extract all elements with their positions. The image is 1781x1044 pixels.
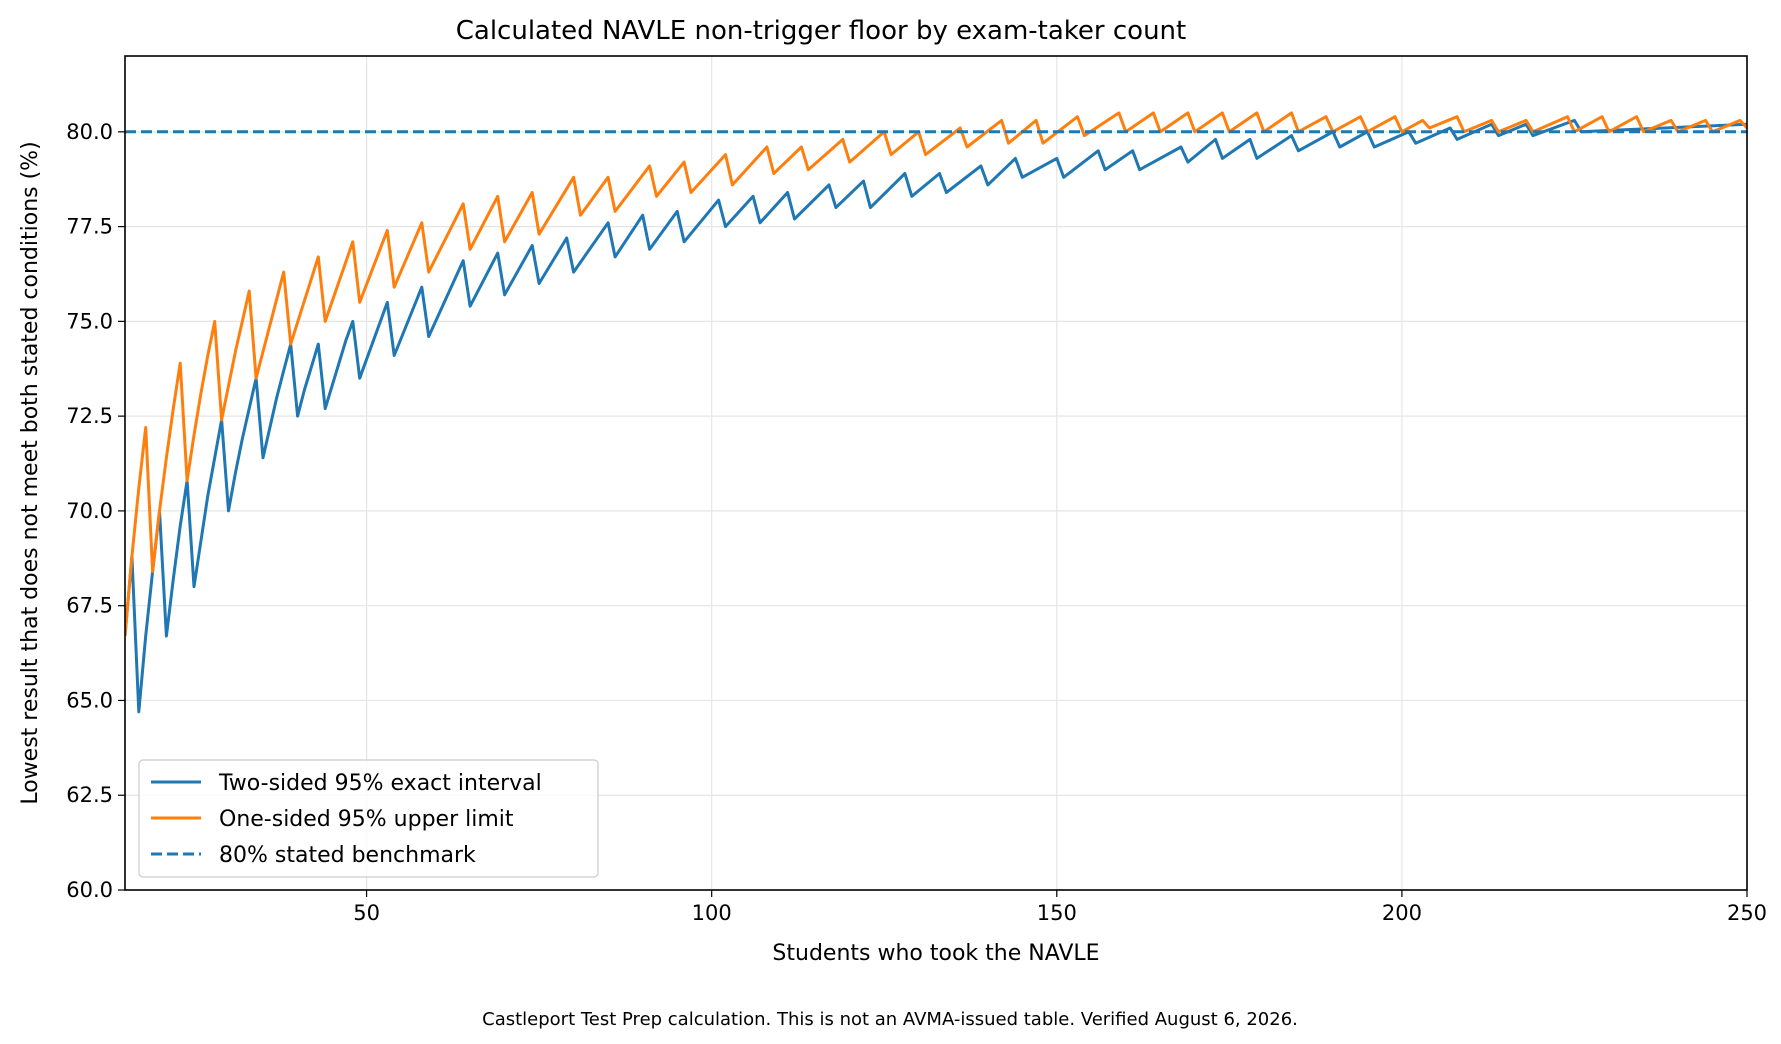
y-tick-label: 65.0 [66, 688, 113, 712]
y-tick-label: 70.0 [66, 499, 113, 523]
y-tick-label: 80.0 [66, 120, 113, 144]
legend-label-80-stated-benchmark: 80% stated benchmark [219, 843, 476, 868]
legend-label-two-sided-95-exact-interval: Two-sided 95% exact interval [218, 771, 542, 796]
y-tick-label: 67.5 [66, 594, 113, 618]
x-tick-label: 150 [1037, 901, 1077, 925]
plot-frame [124, 55, 1748, 891]
y-tick-label: 72.5 [66, 404, 113, 428]
y-tick-label: 60.0 [66, 878, 113, 902]
x-tick-label: 250 [1727, 901, 1767, 925]
series-line-one-sided-95-upper-limit [125, 111, 1747, 637]
chart-title: Calculated NAVLE non-trigger floor by ex… [456, 16, 1186, 46]
legend-box [138, 759, 599, 878]
legend: Two-sided 95% exact interval One-sided 95… [138, 759, 599, 878]
footnote: Castleport Test Prep calculation. This i… [482, 1009, 1298, 1030]
series-line-two-sided-95-exact-interval [125, 118, 1747, 714]
axes: 50 100 150 200 250 60.0 62.5 65.0 67.5 70.0 72.5 75… [66, 120, 1767, 925]
series-layer [125, 111, 1747, 714]
legend-label-one-sided-95-upper-limit: One-sided 95% upper limit [219, 807, 514, 832]
x-tick-label: 100 [692, 901, 732, 925]
x-axis-label: Students who took the NAVLE [772, 941, 1099, 966]
x-tick-label: 50 [353, 901, 380, 925]
y-axis-label: Lowest result that does not meet both st… [18, 141, 43, 804]
y-tick-label: 77.5 [66, 215, 113, 239]
y-tick-label: 62.5 [66, 783, 113, 807]
y-tick-label: 75.0 [66, 309, 113, 333]
x-tick-label: 200 [1382, 901, 1422, 925]
